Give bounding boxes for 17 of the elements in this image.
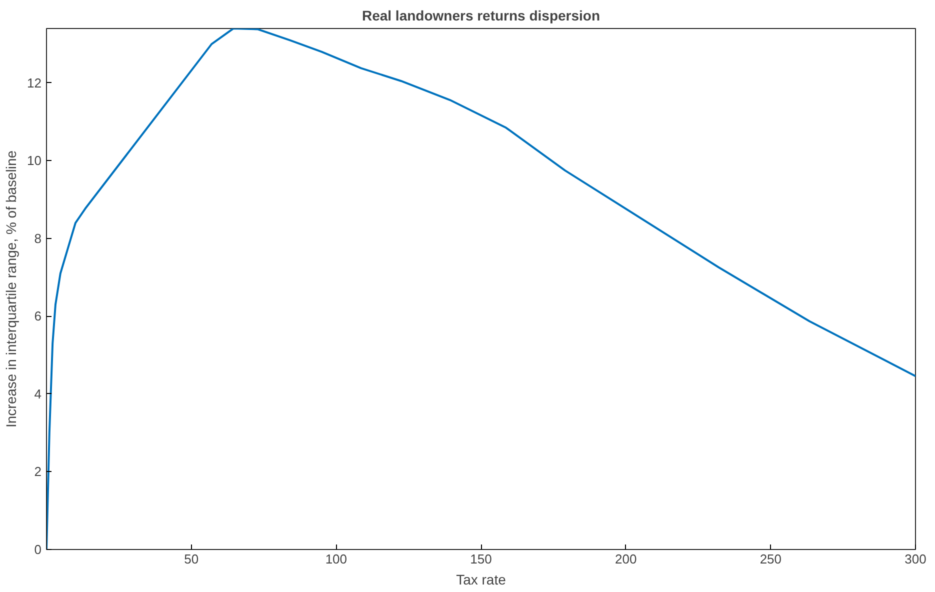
- y-tick-label: 8: [34, 230, 42, 246]
- y-tick-label: 2: [34, 464, 42, 480]
- chart-title: Real landowners returns dispersion: [362, 8, 600, 24]
- line-series: [46, 28, 916, 550]
- y-tick-label: 0: [34, 542, 42, 557]
- x-axis-title: Tax rate: [456, 572, 506, 588]
- y-tick-label: 10: [27, 153, 42, 168]
- x-tick-label: 100: [325, 552, 348, 566]
- x-tick-label: 250: [760, 552, 782, 566]
- x-tick-label: 150: [470, 552, 492, 566]
- x-tick-label: 50: [184, 552, 199, 566]
- y-axis-title: Increase in interquartile range, % of baseline: [3, 150, 20, 428]
- y-tick-label: 4: [34, 386, 42, 402]
- y-tick-label: 6: [34, 308, 42, 324]
- y-tick-label: 12: [27, 75, 42, 90]
- x-tick-label: 200: [614, 552, 637, 566]
- x-tick-label: 300: [904, 552, 926, 566]
